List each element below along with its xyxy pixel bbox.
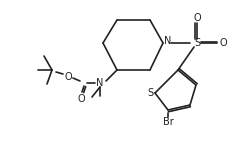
Text: S: S [147, 88, 153, 98]
Text: Br: Br [163, 117, 173, 127]
Text: O: O [193, 13, 201, 23]
Text: N: N [96, 78, 104, 88]
Text: N: N [164, 36, 172, 46]
Text: O: O [64, 72, 72, 82]
Text: O: O [77, 94, 85, 104]
Text: O: O [219, 38, 227, 48]
Text: S: S [194, 38, 200, 48]
